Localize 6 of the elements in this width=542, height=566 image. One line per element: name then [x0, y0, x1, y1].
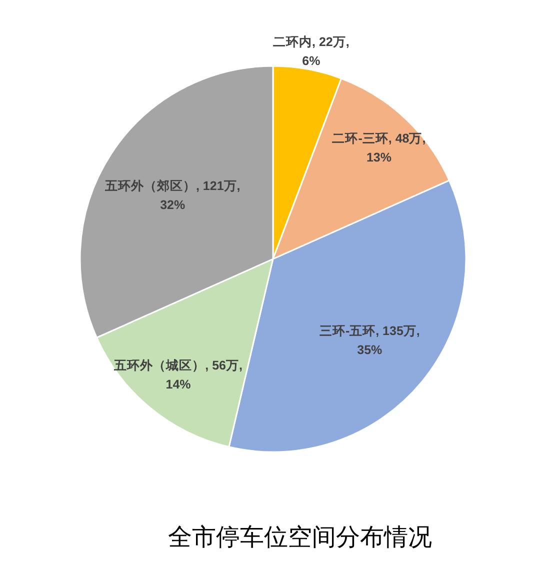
- slice-label: 五环外（郊区）, 121万, 32%: [104, 178, 240, 212]
- text: 全市停车位空间分布情况: [168, 524, 432, 551]
- slice-label: 二环内, 22万, 6%: [273, 35, 350, 68]
- slice-label: 五环外（城区）, 56万, 14%: [113, 358, 242, 392]
- slice-label: 三环-五环, 135万, 35%: [319, 324, 420, 357]
- slice-label: 二环-三环, 48万, 13%: [332, 132, 426, 165]
